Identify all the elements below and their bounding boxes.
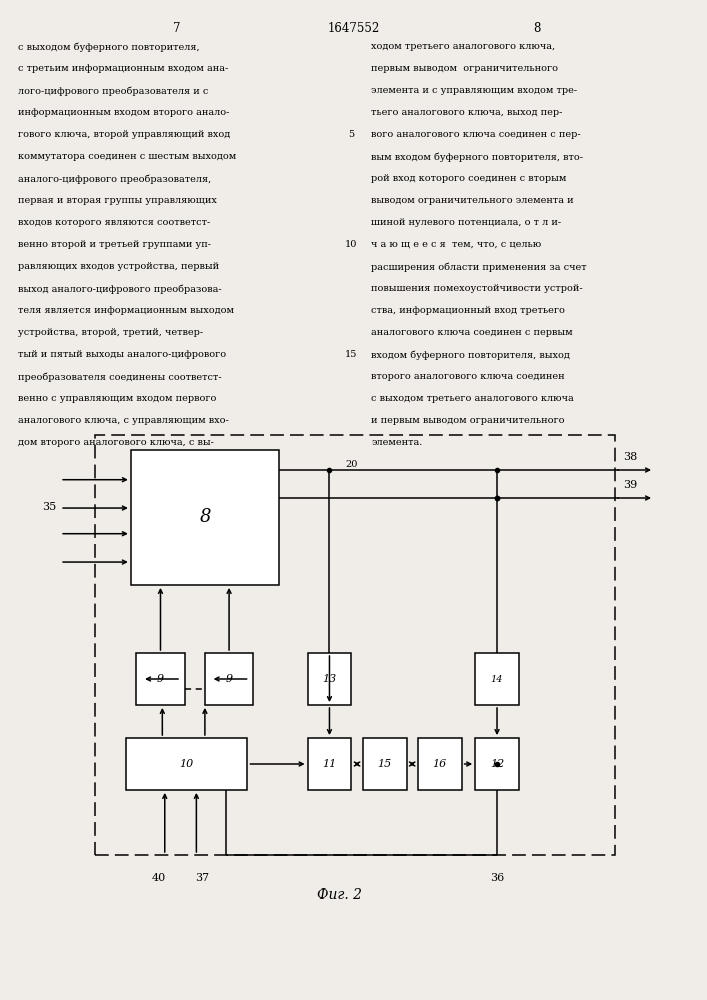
Bar: [308, 653, 351, 705]
Text: повышения помехоустойчивости устрой-: повышения помехоустойчивости устрой-: [371, 284, 583, 293]
Text: с выходом буферного повторителя,: с выходом буферного повторителя,: [18, 42, 199, 51]
Text: тьего аналогового ключа, выход пер-: тьего аналогового ключа, выход пер-: [371, 108, 563, 117]
Text: 35: 35: [42, 502, 57, 512]
Text: аналого-цифрового преобразователя,: аналого-цифрового преобразователя,: [18, 174, 211, 184]
Text: ства, информационный вход третьего: ства, информационный вход третьего: [371, 306, 565, 315]
Text: 13: 13: [322, 674, 337, 684]
Text: равляющих входов устройства, первый: равляющих входов устройства, первый: [18, 262, 218, 271]
Text: 11: 11: [322, 759, 337, 769]
Text: 5: 5: [349, 130, 354, 139]
Bar: [475, 738, 519, 790]
Text: шиной нулевого потенциала, о т л и-: шиной нулевого потенциала, о т л и-: [371, 218, 561, 227]
Text: аналогового ключа, с управляющим вхо-: аналогового ключа, с управляющим вхо-: [18, 416, 228, 425]
Text: 16: 16: [433, 759, 447, 769]
Text: 20: 20: [345, 460, 358, 469]
Text: 7: 7: [173, 22, 180, 35]
Text: теля является информационным выходом: теля является информационным выходом: [18, 306, 234, 315]
Text: Фиг. 2: Фиг. 2: [317, 888, 362, 902]
Text: 10: 10: [345, 240, 358, 249]
Text: входов которого являются соответст-: входов которого являются соответст-: [18, 218, 210, 227]
Text: тый и пятый выходы аналого-цифрового: тый и пятый выходы аналого-цифрового: [18, 350, 226, 359]
Bar: [95, 435, 615, 855]
Text: выход аналого-цифрового преобразова-: выход аналого-цифрового преобразова-: [18, 284, 221, 294]
Text: гового ключа, второй управляющий вход: гового ключа, второй управляющий вход: [18, 130, 230, 139]
Text: ч а ю щ е е с я  тем, что, с целью: ч а ю щ е е с я тем, что, с целью: [371, 240, 542, 249]
Bar: [418, 738, 462, 790]
Bar: [126, 738, 247, 790]
Text: и первым выводом ограничительного: и первым выводом ограничительного: [371, 416, 565, 425]
Text: вым входом буферного повторителя, вто-: вым входом буферного повторителя, вто-: [371, 152, 583, 161]
Text: рой вход которого соединен с вторым: рой вход которого соединен с вторым: [371, 174, 566, 183]
Text: 15: 15: [378, 759, 392, 769]
Text: преобразователя соединены соответст-: преобразователя соединены соответст-: [18, 372, 221, 381]
Text: венно второй и третьей группами уп-: венно второй и третьей группами уп-: [18, 240, 211, 249]
Bar: [136, 653, 185, 705]
Text: аналогового ключа соединен с первым: аналогового ключа соединен с первым: [371, 328, 573, 337]
Bar: [363, 738, 407, 790]
Text: второго аналогового ключа соединен: второго аналогового ключа соединен: [371, 372, 565, 381]
Bar: [131, 450, 279, 585]
Bar: [205, 653, 253, 705]
Text: 36: 36: [490, 873, 504, 883]
Text: венно с управляющим входом первого: венно с управляющим входом первого: [18, 394, 216, 403]
Text: 40: 40: [152, 873, 166, 883]
Text: информационным входом второго анало-: информационным входом второго анало-: [18, 108, 229, 117]
Text: устройства, второй, третий, четвер-: устройства, второй, третий, четвер-: [18, 328, 203, 337]
Text: 1647552: 1647552: [327, 22, 380, 35]
Text: 12: 12: [490, 759, 504, 769]
Text: с третьим информационным входом ана-: с третьим информационным входом ана-: [18, 64, 228, 73]
Bar: [475, 653, 519, 705]
Text: ходом третьего аналогового ключа,: ходом третьего аналогового ключа,: [371, 42, 555, 51]
Text: коммутатора соединен с шестым выходом: коммутатора соединен с шестым выходом: [18, 152, 236, 161]
Text: 37: 37: [195, 873, 209, 883]
Text: элемента и с управляющим входом тре-: элемента и с управляющим входом тре-: [371, 86, 578, 95]
Text: элемента.: элемента.: [371, 438, 423, 447]
Text: 38: 38: [624, 452, 638, 462]
Text: 14: 14: [491, 674, 503, 684]
Text: выводом ограничительного элемента и: выводом ограничительного элемента и: [371, 196, 574, 205]
Text: первым выводом  ограничительного: первым выводом ограничительного: [371, 64, 558, 73]
Text: 10: 10: [180, 759, 194, 769]
Text: вого аналогового ключа соединен с пер-: вого аналогового ключа соединен с пер-: [371, 130, 580, 139]
Text: лого-цифрового преобразователя и с: лого-цифрового преобразователя и с: [18, 86, 208, 96]
Text: 9: 9: [157, 674, 164, 684]
Text: входом буферного повторителя, выход: входом буферного повторителя, выход: [371, 350, 570, 360]
Text: дом второго аналогового ключа, с вы-: дом второго аналогового ключа, с вы-: [18, 438, 214, 447]
Bar: [308, 738, 351, 790]
Text: 15: 15: [345, 350, 358, 359]
Text: 9: 9: [226, 674, 233, 684]
Text: расширения области применения за счет: расширения области применения за счет: [371, 262, 587, 271]
Text: 8: 8: [199, 508, 211, 526]
Text: 8: 8: [534, 22, 541, 35]
Text: первая и вторая группы управляющих: первая и вторая группы управляющих: [18, 196, 216, 205]
Text: с выходом третьего аналогового ключа: с выходом третьего аналогового ключа: [371, 394, 574, 403]
Text: 39: 39: [624, 480, 638, 490]
